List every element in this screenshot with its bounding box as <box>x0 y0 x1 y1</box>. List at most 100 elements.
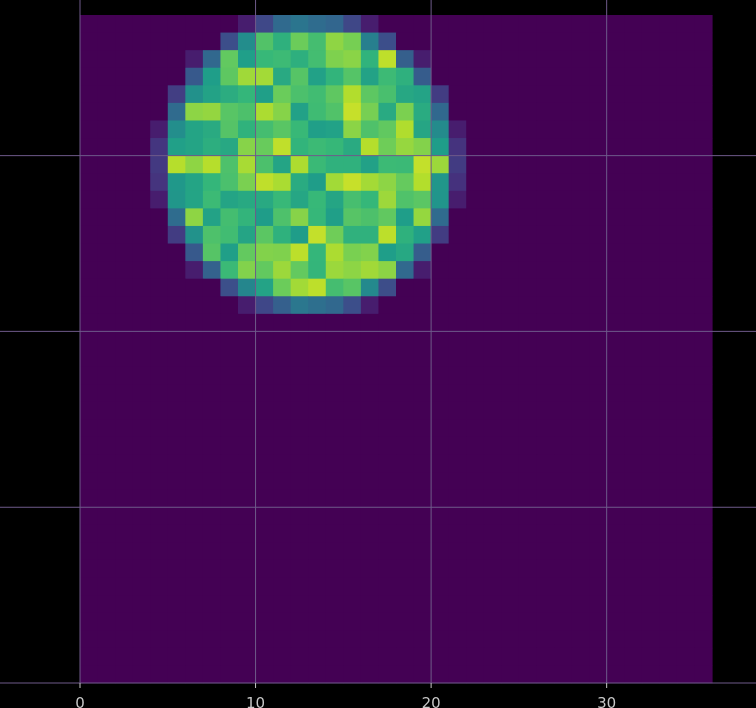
heatmap-cell <box>466 296 485 315</box>
heatmap-cell <box>290 278 309 297</box>
heatmap-cell <box>150 665 169 684</box>
heatmap-cell <box>80 243 99 262</box>
heatmap-cell <box>238 454 257 473</box>
heatmap-cell <box>378 120 397 139</box>
heatmap-cell <box>501 349 520 368</box>
heatmap-cell <box>360 85 380 104</box>
heatmap-cell <box>554 208 573 227</box>
heatmap-cell <box>554 524 573 543</box>
heatmap-cell <box>290 436 309 456</box>
heatmap-cell <box>659 489 678 508</box>
heatmap-cell <box>238 296 257 315</box>
heatmap-cell <box>483 15 502 34</box>
heatmap-cell <box>483 630 502 649</box>
heatmap-cell <box>97 85 116 104</box>
heatmap-cell <box>571 524 590 543</box>
heatmap-cell <box>238 366 257 385</box>
heatmap-cell <box>659 296 678 315</box>
heatmap-cell <box>554 472 573 491</box>
heatmap-cell <box>554 313 573 333</box>
heatmap-cell <box>571 331 590 350</box>
heatmap-cell <box>238 15 257 34</box>
heatmap-cell <box>571 577 590 596</box>
heatmap-cell <box>641 630 660 649</box>
heatmap-cell <box>641 15 660 34</box>
heatmap-cell <box>343 577 362 596</box>
heatmap-cell <box>694 436 713 456</box>
heatmap-cell <box>536 190 555 209</box>
heatmap-cell <box>448 138 467 157</box>
heatmap-cell <box>396 665 415 684</box>
heatmap-cell <box>589 366 608 385</box>
heatmap-cell <box>413 102 432 122</box>
heatmap-cell <box>396 296 415 315</box>
heatmap-cell <box>694 507 713 526</box>
heatmap-cell <box>624 313 643 333</box>
heatmap-cell <box>694 278 713 297</box>
heatmap-cell <box>624 243 643 262</box>
heatmap-cell <box>589 32 608 51</box>
heatmap-cell <box>378 595 397 614</box>
heatmap-cell <box>290 472 309 491</box>
heatmap-cell <box>554 85 573 104</box>
heatmap-cell <box>431 647 450 667</box>
heatmap-cell <box>132 138 151 157</box>
heatmap-cell <box>290 208 309 227</box>
heatmap-cell <box>518 32 538 51</box>
heatmap-cell <box>378 155 397 174</box>
heatmap-cell <box>694 419 713 438</box>
heatmap-cell <box>396 278 415 297</box>
heatmap-cell <box>238 278 257 297</box>
heatmap-cell <box>483 349 502 368</box>
heatmap-cell <box>431 313 450 333</box>
heatmap-cell <box>501 331 520 350</box>
heatmap-cell <box>308 401 327 420</box>
heatmap-cell <box>185 85 204 104</box>
heatmap-cell <box>202 138 222 157</box>
heatmap-cell <box>290 595 309 614</box>
heatmap-cell <box>659 436 678 456</box>
heatmap-cell <box>308 15 327 34</box>
heatmap-cell <box>378 243 397 262</box>
heatmap-cell <box>360 120 380 139</box>
heatmap-cell <box>448 524 467 543</box>
heatmap-cell <box>501 665 520 684</box>
heatmap-cell <box>624 436 643 456</box>
heatmap-cell <box>290 542 309 561</box>
heatmap-cell <box>97 225 116 245</box>
heatmap-cell <box>554 138 573 157</box>
heatmap-cell <box>448 630 467 649</box>
heatmap-cell <box>325 559 344 579</box>
heatmap-cell <box>483 436 502 456</box>
heatmap-cell <box>378 630 397 649</box>
heatmap-cell <box>694 225 713 245</box>
heatmap-cell <box>624 225 643 245</box>
heatmap-cell <box>202 647 222 667</box>
heatmap-cell <box>571 472 590 491</box>
heatmap-cell <box>167 507 186 526</box>
heatmap-cell <box>378 331 397 350</box>
heatmap-cell <box>694 85 713 104</box>
heatmap-cell <box>150 173 169 192</box>
heatmap-cell <box>255 472 274 491</box>
heatmap-cell <box>185 630 204 649</box>
heatmap-cell <box>431 507 450 526</box>
heatmap-cell <box>571 225 590 245</box>
heatmap-cell <box>325 401 344 420</box>
heatmap-cell <box>448 349 467 368</box>
heatmap-cell <box>396 32 415 51</box>
heatmap-cell <box>80 366 99 385</box>
heatmap-cell <box>659 665 678 684</box>
heatmap-cell <box>220 102 239 122</box>
heatmap-cell <box>536 542 555 561</box>
heatmap-cell <box>220 595 239 614</box>
heatmap-cell <box>431 155 450 174</box>
heatmap-cell <box>606 278 625 297</box>
heatmap-cell <box>483 278 502 297</box>
heatmap-cell <box>273 647 292 667</box>
heatmap-cell <box>483 384 502 403</box>
heatmap-cell <box>536 472 555 491</box>
heatmap-cell <box>676 85 696 104</box>
heatmap-cell <box>290 67 309 86</box>
heatmap-cell <box>554 67 573 86</box>
